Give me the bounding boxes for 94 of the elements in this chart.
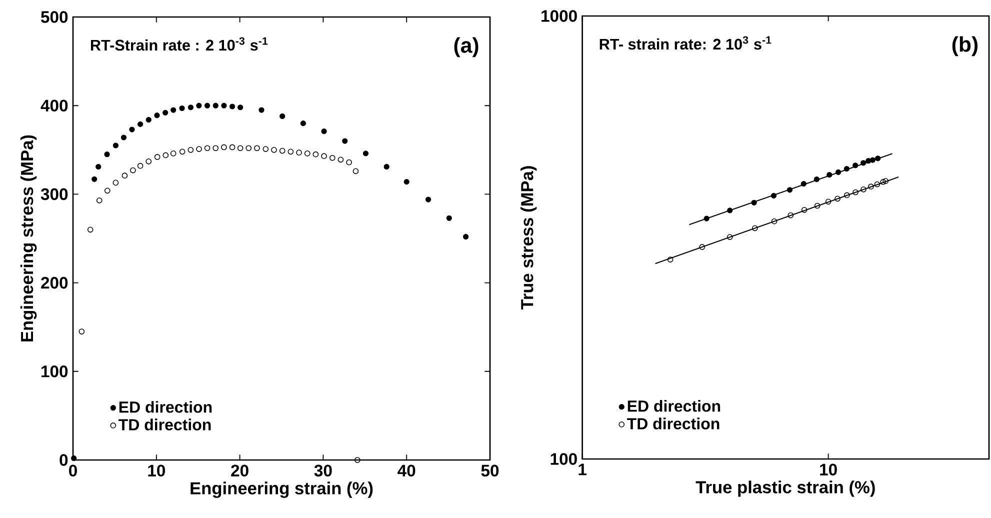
point: [96, 164, 102, 170]
point: [446, 215, 452, 221]
annotation: RT- strain rate: 2 10$^{3}$ s$^{-1}$: [600, 36, 772, 50]
point: [321, 153, 327, 160]
point: [425, 196, 432, 202]
point: [196, 102, 202, 108]
point: [229, 104, 236, 110]
point: [338, 156, 344, 163]
x-tick-label: 10: [820, 464, 837, 476]
point: [312, 151, 319, 158]
point: [329, 154, 336, 161]
point: [262, 146, 269, 152]
point: [188, 146, 194, 153]
point: [130, 167, 136, 174]
annotation: RT-Strain rate : 2 10$^{-3}$ s$^{-1}$: [90, 37, 268, 51]
point: [154, 112, 160, 118]
point: [87, 226, 94, 233]
point: [463, 234, 469, 240]
legend-label: TD direction: [118, 418, 211, 430]
y-tick-label: 500: [41, 11, 68, 23]
x-axis-title: Engineering strain (%): [190, 482, 373, 498]
point: [204, 102, 210, 108]
point: [122, 172, 128, 179]
point: [354, 457, 360, 463]
point: [146, 116, 152, 123]
point: [246, 145, 252, 152]
point: [271, 146, 277, 153]
legend-label: ED direction: [628, 400, 720, 412]
y-axis-title: Engineering stress (MPa): [20, 135, 37, 342]
point: [120, 134, 127, 140]
point: [279, 148, 286, 154]
point: [112, 142, 119, 148]
point: [104, 188, 110, 194]
point: [170, 107, 176, 113]
point: [162, 152, 169, 158]
point: [196, 146, 202, 152]
point: [342, 138, 348, 144]
point: [254, 145, 260, 152]
point: [112, 180, 119, 186]
point: [212, 102, 218, 108]
point: [129, 126, 135, 132]
point: [188, 104, 194, 110]
x-tick-label: 1: [578, 464, 586, 476]
point: [71, 455, 77, 462]
x-tick-label: 20: [231, 464, 248, 477]
y-tick-label: 1000: [542, 10, 577, 22]
point: [96, 197, 102, 204]
point: [170, 150, 176, 156]
point: [384, 164, 390, 170]
point: [221, 102, 227, 108]
point: [296, 150, 302, 156]
point: [104, 152, 110, 158]
point: [78, 328, 85, 334]
x-axis-title: True plastic strain (%): [696, 480, 875, 497]
point: [204, 145, 210, 152]
point: [229, 144, 236, 150]
point: [212, 145, 219, 152]
point: [304, 150, 310, 156]
point: [362, 150, 369, 156]
x-tick-label: 0: [69, 464, 77, 477]
point: [404, 178, 410, 185]
annotation: (a): [454, 37, 478, 58]
y-tick-label: 400: [40, 100, 68, 112]
point: [238, 104, 244, 110]
point: [300, 120, 306, 126]
y-tick-label: 300: [40, 188, 68, 200]
x-tick-label: 10: [148, 464, 165, 477]
x-tick-label: 50: [481, 464, 499, 477]
point: [288, 148, 294, 155]
x-tick-label: 30: [314, 464, 332, 477]
point: [280, 113, 286, 120]
point: [138, 121, 144, 128]
y-tick-label: 100: [42, 366, 68, 378]
point: [352, 168, 359, 174]
y-tick-label: 100: [550, 453, 577, 465]
annotation: (b): [952, 36, 978, 56]
legend-label: ED direction: [119, 401, 212, 413]
y-axis-title: True stress (MPa): [520, 166, 537, 310]
point: [221, 144, 227, 150]
point: [137, 162, 144, 169]
point: [92, 176, 98, 182]
point: [258, 107, 264, 113]
point: [162, 110, 168, 116]
point: [154, 154, 160, 160]
y-tick-label: 200: [41, 276, 68, 289]
point: [146, 158, 152, 164]
legend-label: TD direction: [627, 418, 720, 430]
point: [179, 148, 186, 155]
point: [237, 145, 244, 152]
point: [179, 105, 185, 112]
x-tick-label: 40: [398, 464, 416, 477]
y-tick-label: 0: [60, 454, 68, 466]
point: [321, 128, 327, 134]
point: [346, 159, 352, 166]
